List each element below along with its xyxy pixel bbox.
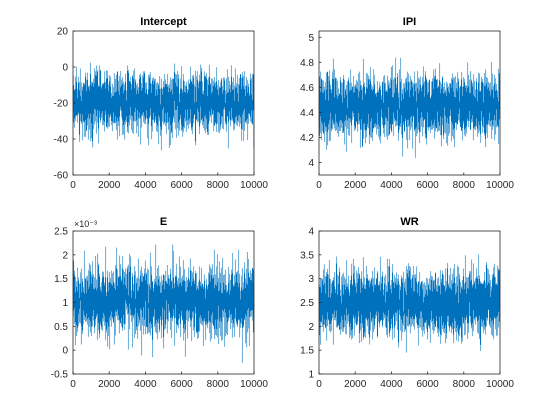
subplot-ipi: IPI 0 2000 4000 6000 8000 10000 4 4.2 4.4 4.6 4.8 5 [300,16,514,191]
y-tick-label: 1 [308,370,314,381]
x-tick-label: 10000 [486,180,514,191]
x-tick-label: 10000 [240,379,268,390]
x-tick-label: 4000 [380,180,403,191]
x-tick-label: 6000 [416,379,439,390]
y-tick-label: -40 [54,135,69,146]
subplot-intercept: Intercept 0 2000 4000 6000 8000 10000 -60 -40 -2… [54,16,269,191]
axes-frame [318,30,501,176]
subplot-title: E [160,216,167,228]
x-tick-label: 4000 [380,379,403,390]
x-tick-label: 8000 [453,379,476,390]
y-tick-label: 4.2 [300,133,314,144]
y-tick-label: 1.5 [54,274,68,285]
exponent-label: ×10⁻³ [74,219,97,229]
x-tick-label: 8000 [453,180,476,191]
x-tick-label: 6000 [416,180,439,191]
x-tick-label: 4000 [134,379,157,390]
y-tick-label: 4.6 [300,83,314,94]
tick-group: 0 2000 4000 6000 8000 10000 -60 -40 -20 0 20 [54,27,269,192]
y-tick-label: 4.8 [300,58,314,69]
y-tick-label: 5 [308,33,314,44]
x-tick-label: 6000 [170,379,193,390]
y-tick-label: 1.5 [300,346,314,357]
y-tick-label: 2.5 [300,298,314,309]
x-tick-label: 6000 [170,180,193,191]
y-tick-label: 0.5 [54,322,68,333]
tick-group: 0 2000 4000 6000 8000 10000-0.500.511.522.5 [51,227,269,391]
subplot-title: WR [400,216,418,228]
y-tick-label: 2 [308,322,314,333]
x-tick-label: 10000 [240,180,268,191]
y-tick-label: 0 [62,346,68,357]
subplot-title: IPI [403,16,416,28]
x-tick-label: 2000 [98,180,121,191]
y-tick-label: -0.5 [51,370,69,381]
x-tick-label: 8000 [207,379,230,390]
y-tick-label: 2.5 [54,227,68,238]
tick-group: 0 2000 4000 6000 8000 10000 1 1.5 2 2.5 3 3.5 4 [300,227,514,391]
x-tick-label: 8000 [207,180,230,191]
y-tick-label: 3.5 [300,250,314,261]
x-tick-label: 2000 [98,379,121,390]
y-tick-label: 1 [62,298,68,309]
subplot-title: Intercept [140,16,187,28]
y-tick-label: 4.4 [300,108,314,119]
x-tick-label: 0 [70,379,76,390]
tick-group: 0 2000 4000 6000 8000 10000 4 4.2 4.4 4.6 4.8 5 [300,33,514,191]
x-tick-label: 0 [70,180,76,191]
x-tick-label: 2000 [344,379,367,390]
y-tick-label: 20 [57,27,69,38]
y-tick-label: 4 [308,227,314,238]
y-tick-label: -60 [54,171,69,182]
x-tick-label: 4000 [134,180,157,191]
y-tick-label: -20 [54,99,69,110]
y-tick-label: 3 [308,274,314,285]
y-tick-label: 0 [62,63,68,74]
y-tick-label: 2 [62,250,68,261]
x-tick-label: 2000 [344,180,367,191]
x-tick-label: 10000 [486,379,514,390]
subplot-wr: WR 0 2000 4000 6000 8000 10000 1 1.5 2 2.5 3 3.5 4 [300,216,514,390]
subplot-e: E ×10⁻³ 0 2000 4000 6000 8000 10000-0.500.511… [51,216,269,390]
y-tick-label: 4 [308,158,314,169]
x-tick-label: 0 [316,379,322,390]
x-tick-label: 0 [316,180,322,191]
